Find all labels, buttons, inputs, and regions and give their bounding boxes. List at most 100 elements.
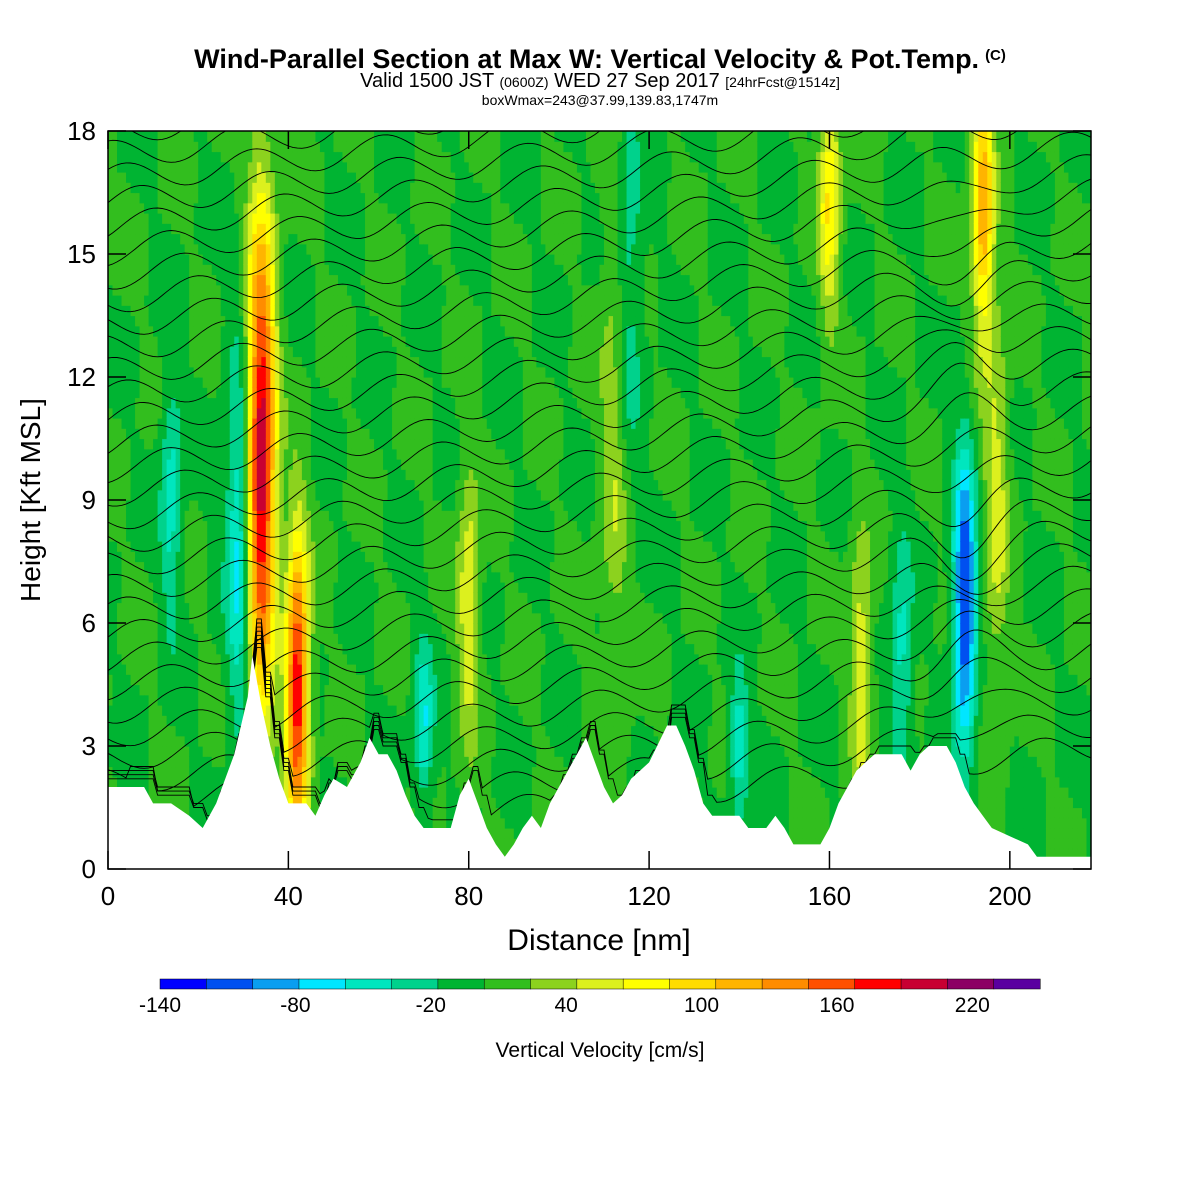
velocity-cell — [301, 633, 308, 645]
velocity-cell — [180, 735, 186, 747]
velocity-cell — [270, 213, 276, 224]
velocity-cell — [288, 459, 294, 470]
velocity-cell — [202, 346, 208, 358]
velocity-cell — [112, 172, 118, 183]
velocity-cell — [108, 756, 114, 768]
velocity-cell — [396, 161, 402, 173]
velocity-cell — [247, 653, 253, 665]
velocity-cell — [166, 582, 172, 593]
velocity-cell — [356, 684, 362, 696]
velocity-cell — [301, 315, 308, 327]
velocity-cell — [356, 571, 362, 583]
velocity-cell — [346, 643, 353, 655]
velocity-cell — [256, 315, 262, 327]
velocity-cell — [396, 151, 402, 163]
velocity-cell — [328, 766, 335, 778]
velocity-cell — [306, 387, 312, 399]
velocity-cell — [189, 264, 195, 276]
velocity-cell — [234, 448, 240, 460]
velocity-cell — [175, 469, 181, 481]
velocity-cell — [401, 377, 407, 388]
velocity-cell — [342, 756, 348, 768]
velocity-cell — [171, 182, 177, 194]
velocity-cell — [198, 817, 204, 829]
velocity-cell — [365, 735, 371, 747]
velocity-cell — [378, 633, 384, 645]
velocity-cell — [288, 633, 294, 645]
velocity-cell — [351, 520, 357, 532]
velocity-cell — [180, 366, 186, 378]
velocity-cell — [234, 387, 240, 399]
velocity-cell — [184, 776, 190, 788]
velocity-cell — [171, 305, 177, 317]
velocity-cell — [238, 223, 244, 235]
velocity-cell — [342, 377, 348, 388]
velocity-cell — [144, 131, 150, 142]
velocity-cell — [157, 264, 163, 276]
velocity-cell — [274, 541, 280, 552]
velocity-cell — [229, 725, 235, 737]
velocity-cell — [184, 479, 190, 491]
velocity-cell — [117, 264, 123, 276]
velocity-cell — [356, 387, 362, 399]
velocity-cell — [396, 336, 402, 347]
velocity-cell — [310, 643, 317, 655]
velocity-cell — [265, 284, 271, 296]
velocity-cell — [252, 233, 258, 245]
velocity-cell — [252, 418, 258, 429]
velocity-cell — [225, 684, 231, 696]
velocity-cell — [265, 202, 271, 214]
velocity-cell — [396, 284, 402, 296]
velocity-cell — [356, 131, 362, 142]
velocity-cell — [374, 346, 380, 358]
velocity-cell — [369, 561, 375, 573]
velocity-cell — [229, 510, 235, 522]
velocity-cell — [184, 264, 190, 276]
velocity-cell — [310, 182, 317, 194]
velocity-cell — [383, 305, 389, 317]
velocity-cell — [166, 725, 172, 737]
velocity-cell — [162, 571, 168, 583]
velocity-cell — [180, 202, 186, 214]
velocity-cell — [301, 715, 308, 727]
velocity-cell — [180, 592, 186, 604]
velocity-cell — [171, 325, 177, 337]
velocity-cell — [261, 161, 267, 173]
velocity-cell — [292, 633, 298, 645]
velocity-cell — [283, 295, 289, 306]
velocity-cell — [387, 746, 393, 757]
velocity-cell — [342, 551, 348, 563]
velocity-cell — [166, 592, 172, 604]
velocity-cell — [292, 705, 298, 716]
velocity-cell — [148, 776, 154, 788]
velocity-cell — [171, 131, 177, 142]
velocity-cell — [135, 428, 141, 440]
velocity-cell — [405, 674, 411, 686]
velocity-cell — [306, 776, 312, 788]
velocity-cell — [108, 387, 114, 399]
velocity-cell — [360, 325, 366, 337]
velocity-cell — [378, 131, 384, 142]
velocity-cell — [238, 643, 244, 655]
velocity-cell — [243, 254, 249, 265]
velocity-cell — [148, 213, 154, 224]
velocity-cell — [274, 694, 280, 706]
velocity-cell — [229, 161, 235, 173]
velocity-cell — [234, 520, 240, 532]
velocity-cell — [238, 192, 244, 204]
velocity-cell — [324, 694, 330, 706]
velocity-cell — [189, 623, 195, 634]
velocity-cell — [148, 715, 154, 727]
velocity-cell — [297, 500, 303, 511]
velocity-cell — [410, 735, 416, 747]
velocity-cell — [243, 612, 249, 624]
velocity-cell — [301, 254, 308, 265]
velocity-cell — [283, 725, 289, 737]
velocity-cell — [279, 541, 285, 552]
velocity-cell — [225, 448, 231, 460]
velocity-cell — [419, 664, 425, 675]
velocity-cell — [383, 582, 389, 593]
velocity-cell — [162, 776, 168, 788]
velocity-cell — [414, 715, 420, 727]
velocity-cell — [216, 428, 222, 440]
